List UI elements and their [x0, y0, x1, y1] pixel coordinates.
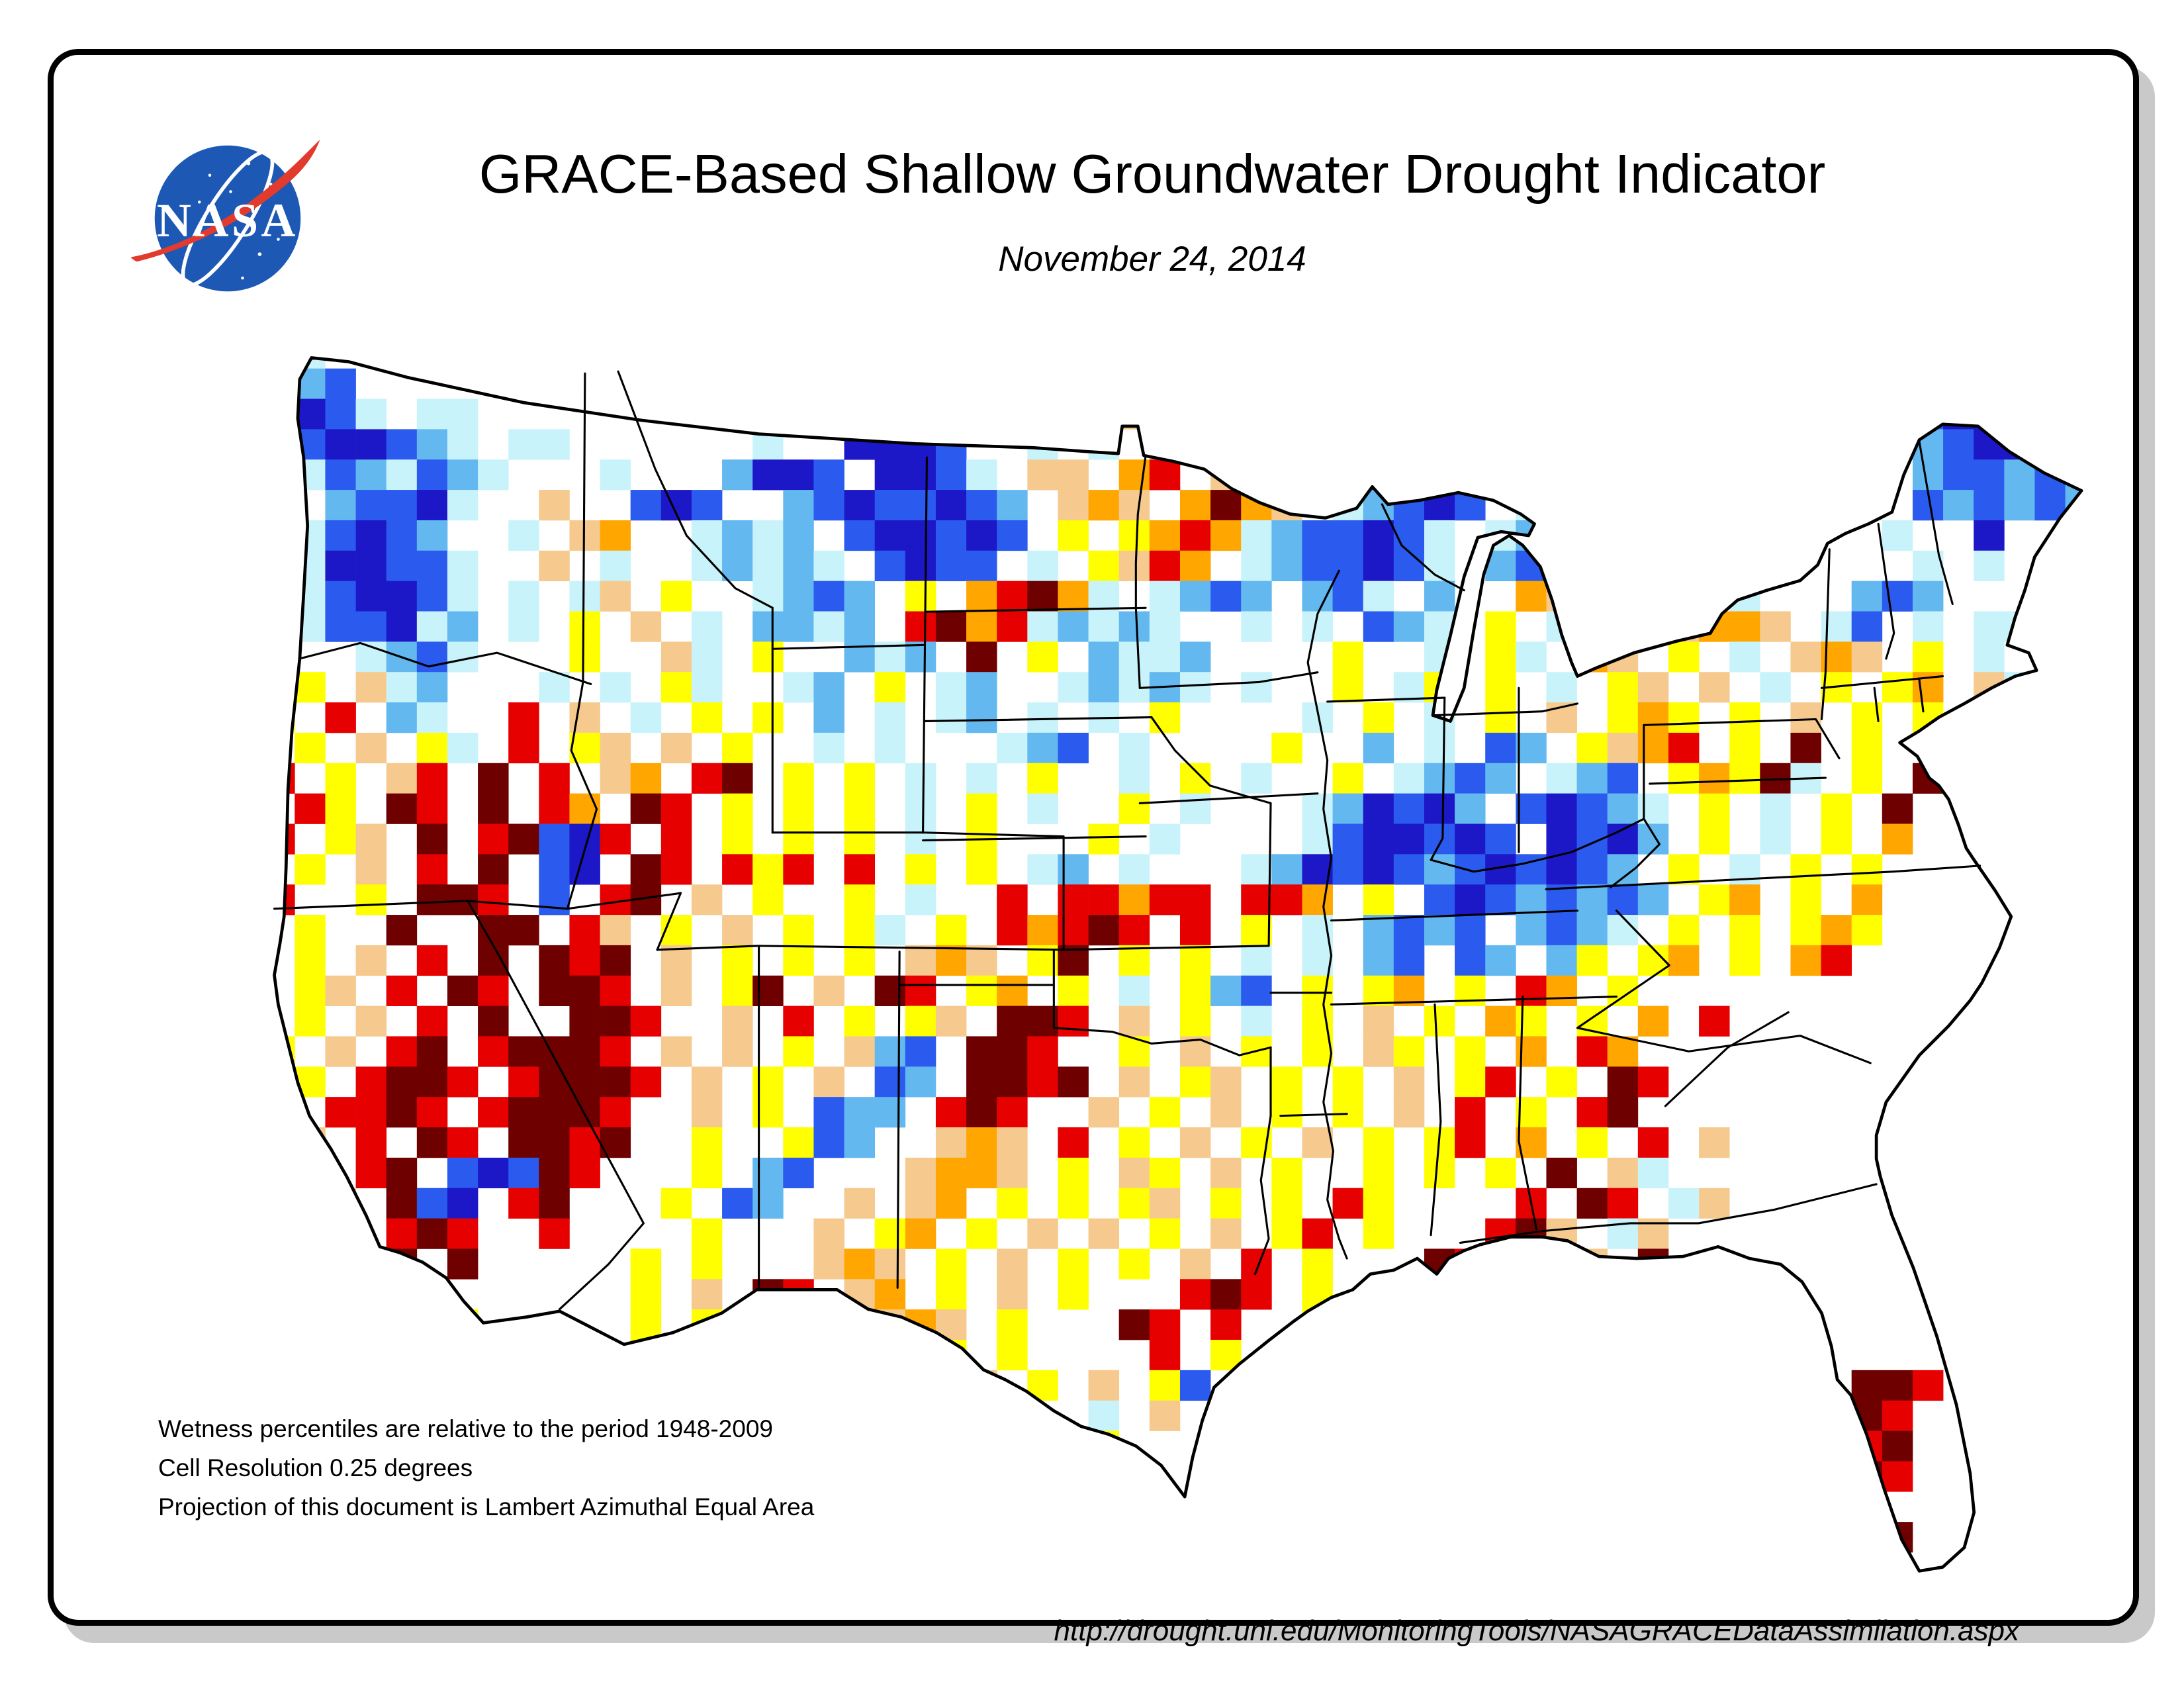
us-outline	[273, 356, 2083, 1573]
footnotes: Wetness percentiles are relative to the …	[158, 1409, 814, 1526]
footnote-line: Projection of this document is Lambert A…	[158, 1493, 815, 1521]
grid-cells	[274, 357, 2082, 1571]
page-date: November 24, 2014	[998, 240, 1306, 279]
nasa-logo: NASA	[130, 139, 320, 292]
drought-map	[173, 338, 2126, 1583]
footnote-line: Wetness percentiles are relative to the …	[158, 1415, 773, 1442]
nasa-orbit	[181, 150, 275, 287]
state-borders	[273, 370, 1981, 1311]
map-canvas	[273, 356, 2083, 1573]
nasa-wordmark: NASA	[157, 194, 298, 247]
source-url: http://drought.unl.edu/MonitoringTools/N…	[1054, 1615, 2019, 1647]
page-border: NASA GRACE-Based Shallow Groundwater Dro…	[48, 49, 2139, 1647]
page-title: GRACE-Based Shallow Groundwater Drought …	[478, 143, 1826, 205]
footnote-line: Cell Resolution 0.25 degrees	[158, 1454, 473, 1481]
